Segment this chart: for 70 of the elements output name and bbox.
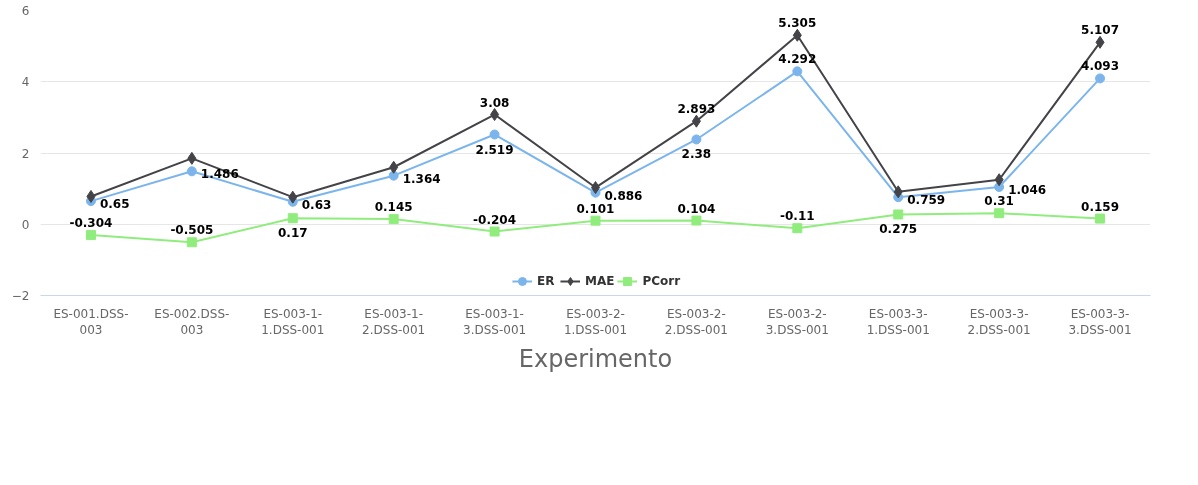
data-label: -0.11 [780,209,815,224]
y-tick-label: −2 [11,289,30,303]
data-label: 5.107 [1081,23,1120,38]
data-label: 3.08 [479,95,510,110]
data-label: 0.17 [277,226,308,241]
data-label: 0.63 [301,197,332,212]
point [691,215,702,226]
data-label: 5.305 [778,16,817,31]
point [187,151,197,165]
point [1095,35,1105,49]
data-label: -0.304 [69,216,113,231]
data-label: 0.101 [576,201,615,216]
legend-label: MAE [584,274,615,288]
x-tick-label: ES-003-3-3.DSS-001 [1068,306,1132,338]
data-label: 0.886 [604,188,643,203]
data-label: 2.38 [681,147,712,162]
point [186,166,197,177]
point [186,237,197,248]
data-label: 0.275 [879,222,918,237]
data-label: -0.505 [170,223,214,238]
data-label: 0.759 [907,193,946,208]
legend-label: ER [536,274,556,288]
data-label: 0.104 [677,201,716,216]
point [86,189,96,203]
y-tick-label: 4 [21,75,30,90]
data-label: 0.159 [1081,199,1120,214]
x-tick-label: ES-002.DSS-003 [154,306,230,338]
point [85,230,96,241]
x-tick-label: ES-003-1-1.DSS-001 [261,306,325,338]
point [389,160,399,174]
x-tick-label: ES-001.DSS-003 [53,306,129,338]
point [691,114,701,128]
x-tick-label: ES-003-3-1.DSS-001 [866,306,930,338]
data-label: 4.093 [1081,59,1120,74]
point [994,208,1005,219]
data-label: 2.519 [475,142,514,157]
x-tick-label: ES-003-2-2.DSS-001 [664,306,728,338]
legend-label: PCorr [642,274,681,288]
point [994,173,1004,187]
point [792,223,803,234]
x-tick-label: ES-003-1-3.DSS-001 [463,306,527,338]
data-label: -0.204 [473,212,517,227]
point [388,214,399,225]
point [288,190,298,204]
x-tick-label: ES-003-3-2.DSS-001 [967,306,1031,338]
point [1095,213,1106,224]
point [893,185,903,199]
data-label: 0.145 [374,200,413,215]
point [490,108,500,122]
point [489,129,500,140]
x-tick-label: ES-003-1-2.DSS-001 [362,306,426,338]
y-tick-label: 2 [21,146,30,161]
data-label: 1.486 [200,167,239,182]
point [1095,73,1106,84]
point [893,209,904,220]
data-label: 1.046 [1008,182,1047,197]
x-axis-title: Experimento [518,345,673,374]
y-tick-label: 6 [21,4,30,18]
data-label: 0.31 [984,194,1014,209]
point [489,226,500,237]
x-tick-label: ES-003-2-3.DSS-001 [765,306,829,338]
x-tick-label: ES-003-2-1.DSS-001 [563,306,628,338]
y-tick-label: 0 [21,217,30,232]
point [590,215,601,226]
point [792,28,802,42]
point [792,66,803,77]
data-label: 0.65 [99,197,130,212]
data-label: 1.364 [402,171,441,186]
point [287,213,298,224]
point [691,134,702,145]
